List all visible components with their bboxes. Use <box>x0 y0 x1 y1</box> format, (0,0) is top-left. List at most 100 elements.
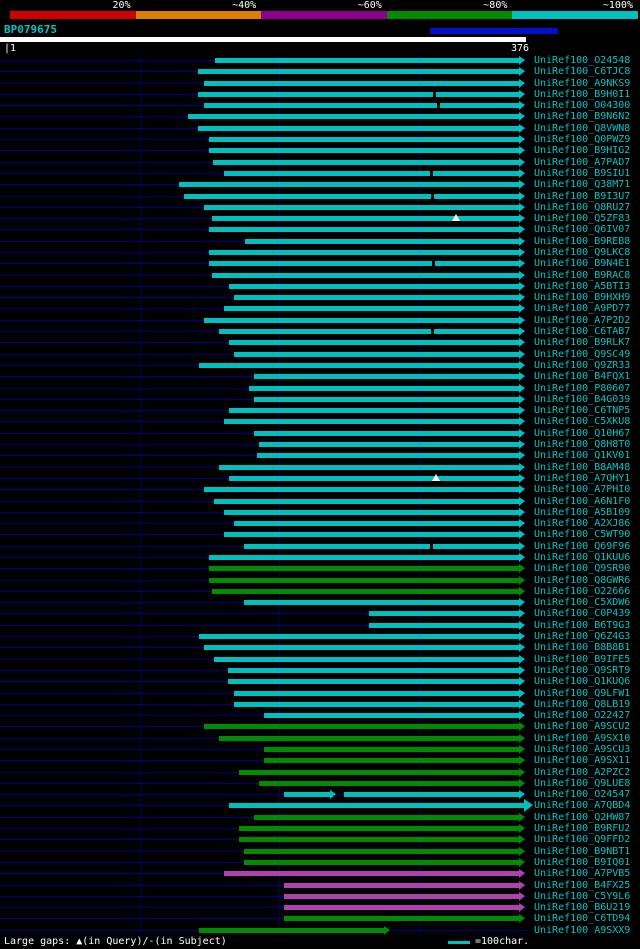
hit-label[interactable]: UniRef100_C6TJC8 <box>534 66 631 78</box>
hit-bar[interactable] <box>234 701 519 707</box>
hit-label[interactable]: UniRef100_C5Y9L6 <box>534 890 631 902</box>
hit-label[interactable]: UniRef100_B4FX25 <box>534 879 631 891</box>
hit-label[interactable]: UniRef100_B9IFE5 <box>534 653 631 665</box>
hit-bar[interactable] <box>209 577 519 583</box>
hit-bar[interactable] <box>224 306 519 312</box>
hit-label[interactable]: UniRef100_B9RLK7 <box>534 337 631 349</box>
hit-bar[interactable] <box>224 419 519 425</box>
hit-label[interactable]: UniRef100_B4G039 <box>534 393 631 405</box>
hit-label[interactable]: UniRef100_A7P2D2 <box>534 314 631 326</box>
hit-label[interactable]: UniRef100_Q8LB19 <box>534 698 631 710</box>
hit-label[interactable]: UniRef100_C6TAB7 <box>534 326 631 338</box>
hit-bar[interactable] <box>224 170 519 176</box>
hit-label[interactable]: UniRef100_O22427 <box>534 710 631 722</box>
hit-label[interactable]: UniRef100_C6TNP5 <box>534 405 631 417</box>
hit-bar[interactable] <box>229 475 519 481</box>
hit-label[interactable]: UniRef100_A9PD77 <box>534 303 631 315</box>
hit-label[interactable]: UniRef100_A9SX10 <box>534 732 631 744</box>
hit-label[interactable]: UniRef100_B8AM48 <box>534 461 631 473</box>
hit-bar[interactable] <box>229 340 519 346</box>
hit-label[interactable]: UniRef100_B9HIG2 <box>534 145 631 157</box>
hit-bar[interactable] <box>284 893 519 899</box>
hit-bar[interactable] <box>224 871 519 877</box>
hit-label[interactable]: UniRef100_B9RAC8 <box>534 269 631 281</box>
hit-bar[interactable] <box>229 283 519 289</box>
hit-label[interactable]: UniRef100_C6TD94 <box>534 913 631 925</box>
hit-bar[interactable] <box>264 713 519 719</box>
hit-label[interactable]: UniRef100_A2PZC2 <box>534 766 631 778</box>
hit-bar[interactable] <box>224 509 519 515</box>
hit-label[interactable]: UniRef100_Q9LUE8 <box>534 777 631 789</box>
hit-label[interactable]: UniRef100_A5BTI3 <box>534 280 631 292</box>
hit-label[interactable]: UniRef100_O24547 <box>534 789 631 801</box>
hit-bar[interactable] <box>204 487 519 493</box>
hit-bar[interactable] <box>198 125 519 131</box>
hit-bar[interactable] <box>219 329 519 335</box>
hit-bar[interactable] <box>228 679 519 685</box>
hit-label[interactable]: UniRef100_Q1KUQ6 <box>534 676 631 688</box>
hit-bar[interactable] <box>244 543 519 549</box>
hit-label[interactable]: UniRef100_A7QBD4 <box>534 800 631 812</box>
hit-bar[interactable] <box>209 261 519 267</box>
hit-bar[interactable] <box>244 848 519 854</box>
hit-label[interactable]: UniRef100_Q1KV01 <box>534 450 631 462</box>
hit-bar[interactable] <box>209 566 519 572</box>
hit-bar[interactable] <box>209 148 519 154</box>
hit-label[interactable]: UniRef100_B9IQ01 <box>534 856 631 868</box>
hit-label[interactable]: UniRef100_Q9SR90 <box>534 563 631 575</box>
hit-bar[interactable] <box>254 396 519 402</box>
hit-bar[interactable] <box>284 882 519 888</box>
hit-label[interactable]: UniRef100_B9I3U7 <box>534 190 631 202</box>
hit-label[interactable]: UniRef100_O04300 <box>534 100 631 112</box>
hit-bar[interactable] <box>369 611 519 617</box>
hit-label[interactable]: UniRef100_A7PAD7 <box>534 156 631 168</box>
hit-bar[interactable] <box>264 746 519 752</box>
hit-label[interactable]: UniRef100_Q2HW87 <box>534 811 631 823</box>
hit-bar[interactable] <box>234 295 519 301</box>
hit-bar[interactable] <box>234 351 519 357</box>
hit-bar[interactable] <box>188 114 519 120</box>
hit-bar[interactable] <box>229 803 527 809</box>
hit-bar[interactable] <box>199 634 519 640</box>
hit-bar[interactable] <box>209 137 519 143</box>
hit-bar[interactable] <box>229 408 519 414</box>
hit-label[interactable]: UniRef100_Q8H8T0 <box>534 439 631 451</box>
hit-label[interactable]: UniRef100_B9NBT1 <box>534 845 631 857</box>
hit-label[interactable]: UniRef100_Q9ZR33 <box>534 359 631 371</box>
hit-bar[interactable] <box>234 690 519 696</box>
hit-bar[interactable] <box>249 385 519 391</box>
hit-bar[interactable] <box>212 588 519 594</box>
hit-bar[interactable] <box>209 227 519 233</box>
hit-bar[interactable] <box>284 916 519 922</box>
hit-label[interactable]: UniRef100_Q6Z4G3 <box>534 631 631 643</box>
hit-label[interactable]: UniRef100_B8B8B1 <box>534 642 631 654</box>
hit-bar[interactable] <box>254 814 519 820</box>
hit-bar[interactable] <box>204 204 519 210</box>
hit-label[interactable]: UniRef100_O24548 <box>534 55 631 66</box>
hit-bar[interactable] <box>214 498 519 504</box>
hit-label[interactable]: UniRef100_Q10H67 <box>534 427 631 439</box>
hit-label[interactable]: UniRef100_Q5ZF83 <box>534 213 631 225</box>
hit-label[interactable]: UniRef100_Q9LFW1 <box>534 687 631 699</box>
hit-bar[interactable] <box>214 656 519 662</box>
hit-label[interactable]: UniRef100_Q8RU27 <box>534 201 631 213</box>
hit-label[interactable]: UniRef100_Q69F96 <box>534 540 631 552</box>
hit-label[interactable]: UniRef100_B6T9G3 <box>534 619 631 631</box>
hit-bar[interactable] <box>264 758 519 764</box>
hit-bar[interactable] <box>259 442 519 448</box>
hit-bar[interactable] <box>239 826 519 832</box>
hit-label[interactable]: UniRef100_Q8GWR6 <box>534 574 631 586</box>
hit-bar[interactable] <box>198 91 519 97</box>
hit-bar[interactable] <box>179 182 519 188</box>
hit-label[interactable]: UniRef100_B9N4E1 <box>534 258 631 270</box>
hit-bar[interactable] <box>204 645 519 651</box>
hit-label[interactable]: UniRef100_A9SXX9 <box>534 924 631 936</box>
hit-bar[interactable] <box>213 159 519 165</box>
hit-label[interactable]: UniRef100_Q9LKC8 <box>534 247 631 258</box>
hit-label[interactable]: UniRef100_C5WT90 <box>534 529 631 541</box>
hit-label[interactable]: UniRef100_Q6IV07 <box>534 224 631 236</box>
hit-bar[interactable] <box>204 317 519 323</box>
hit-label[interactable]: UniRef100_Q9FFD2 <box>534 834 631 846</box>
hit-bar[interactable] <box>259 780 519 786</box>
hit-bar[interactable] <box>212 216 519 222</box>
